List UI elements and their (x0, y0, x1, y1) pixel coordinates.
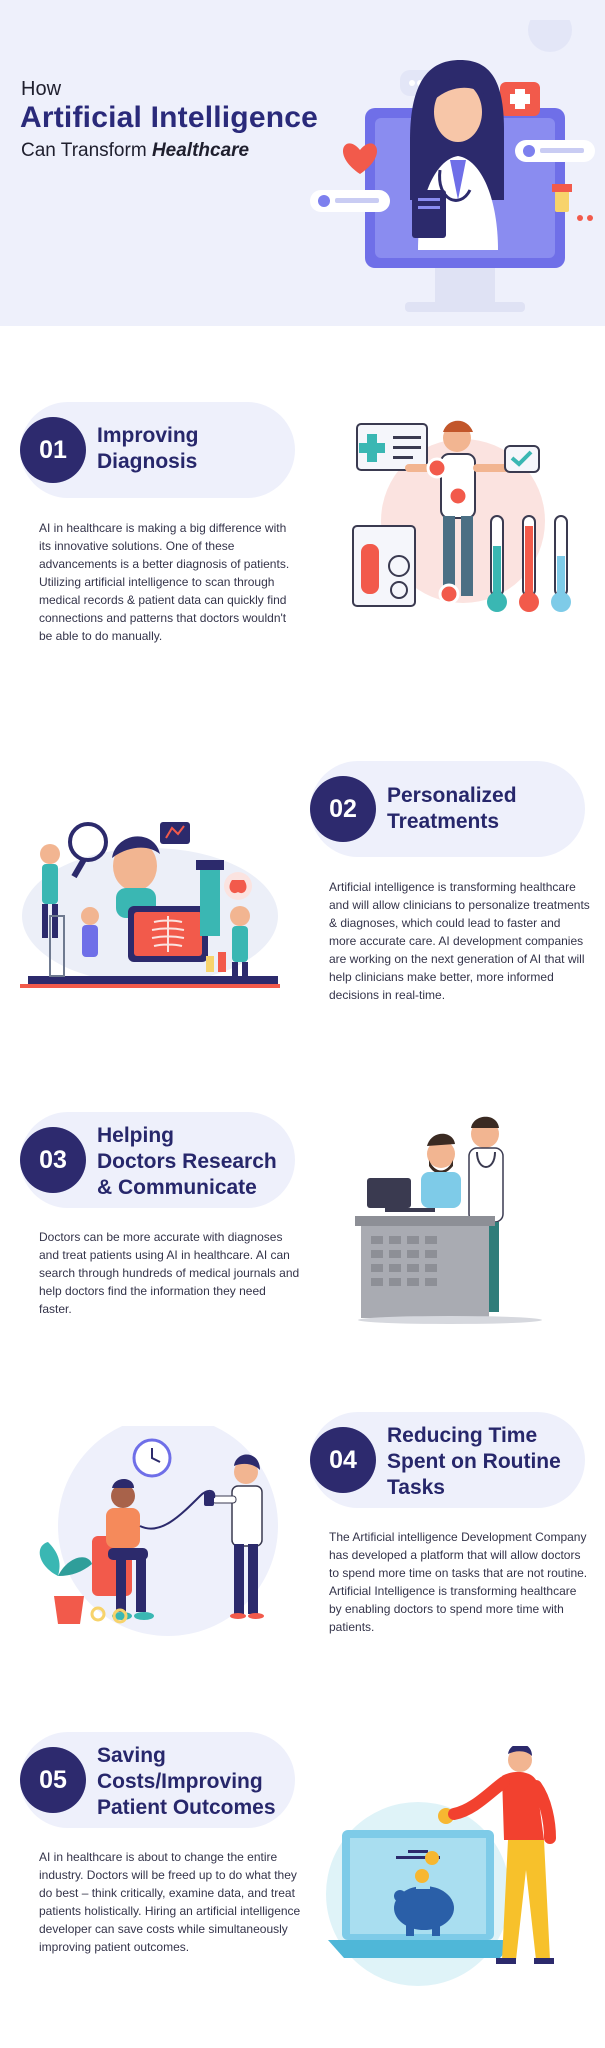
section-title: Saving Costs/Improving Patient Outcomes (97, 1744, 276, 1819)
diagnosis-illustration (352, 420, 571, 612)
section-body: Doctors can be more accurate with diagno… (39, 1230, 300, 1316)
doctor-illustration (310, 20, 595, 312)
hero-how-label: How (21, 78, 62, 100)
section-doctors-research: 03 Helping Doctors Research & Communicat… (0, 1106, 605, 1426)
hero-subtitle-emphasis: Healthcare (151, 140, 250, 161)
doctor-patient-illustration (39, 1426, 278, 1636)
section-number-badge: 01 (20, 417, 86, 483)
section-number-badge: 05 (20, 1747, 86, 1813)
hero-banner: How Artificial Intelligence Can Transfor… (0, 0, 605, 326)
section-number-badge: 02 (310, 776, 376, 842)
section-title: Reducing Time Spent on Routine Tasks (387, 1424, 561, 1499)
savings-illustration (326, 1746, 556, 1986)
hero-subtitle-prefix: Can Transform (21, 140, 152, 161)
section-number-badge: 03 (20, 1127, 86, 1193)
section-number-badge: 04 (310, 1427, 376, 1493)
section-body: AI in healthcare is making a big differe… (39, 521, 290, 643)
section-title: Helping Doctors Research & Communicate (97, 1124, 277, 1199)
section-body: AI in healthcare is about to change the … (39, 1850, 301, 1954)
doctors-desk-illustration (355, 1116, 542, 1324)
section-improving-diagnosis: 01 Improving Diagnosis AI in healthcare … (0, 326, 605, 716)
section-saving-costs: 05 Saving Costs/Improving Patient Outcom… (0, 1726, 605, 2048)
hero-subtitle: Can Transform Healthcare (21, 140, 249, 162)
section-title: Personalized Treatments (387, 784, 517, 833)
hero-title: Artificial Intelligence (20, 101, 319, 134)
section-title: Improving Diagnosis (97, 424, 199, 473)
xray-lab-illustration (20, 822, 280, 988)
section-body: Artificial intelligence is transforming … (329, 880, 590, 1002)
section-body: The Artificial intelligence Development … (329, 1530, 588, 1634)
section-reducing-time: 04 Reducing Time Spent on Routine Tasks … (0, 1412, 605, 1726)
section-personalized-treatments: 02 Personalized Treatments Artificial in… (0, 716, 605, 1106)
